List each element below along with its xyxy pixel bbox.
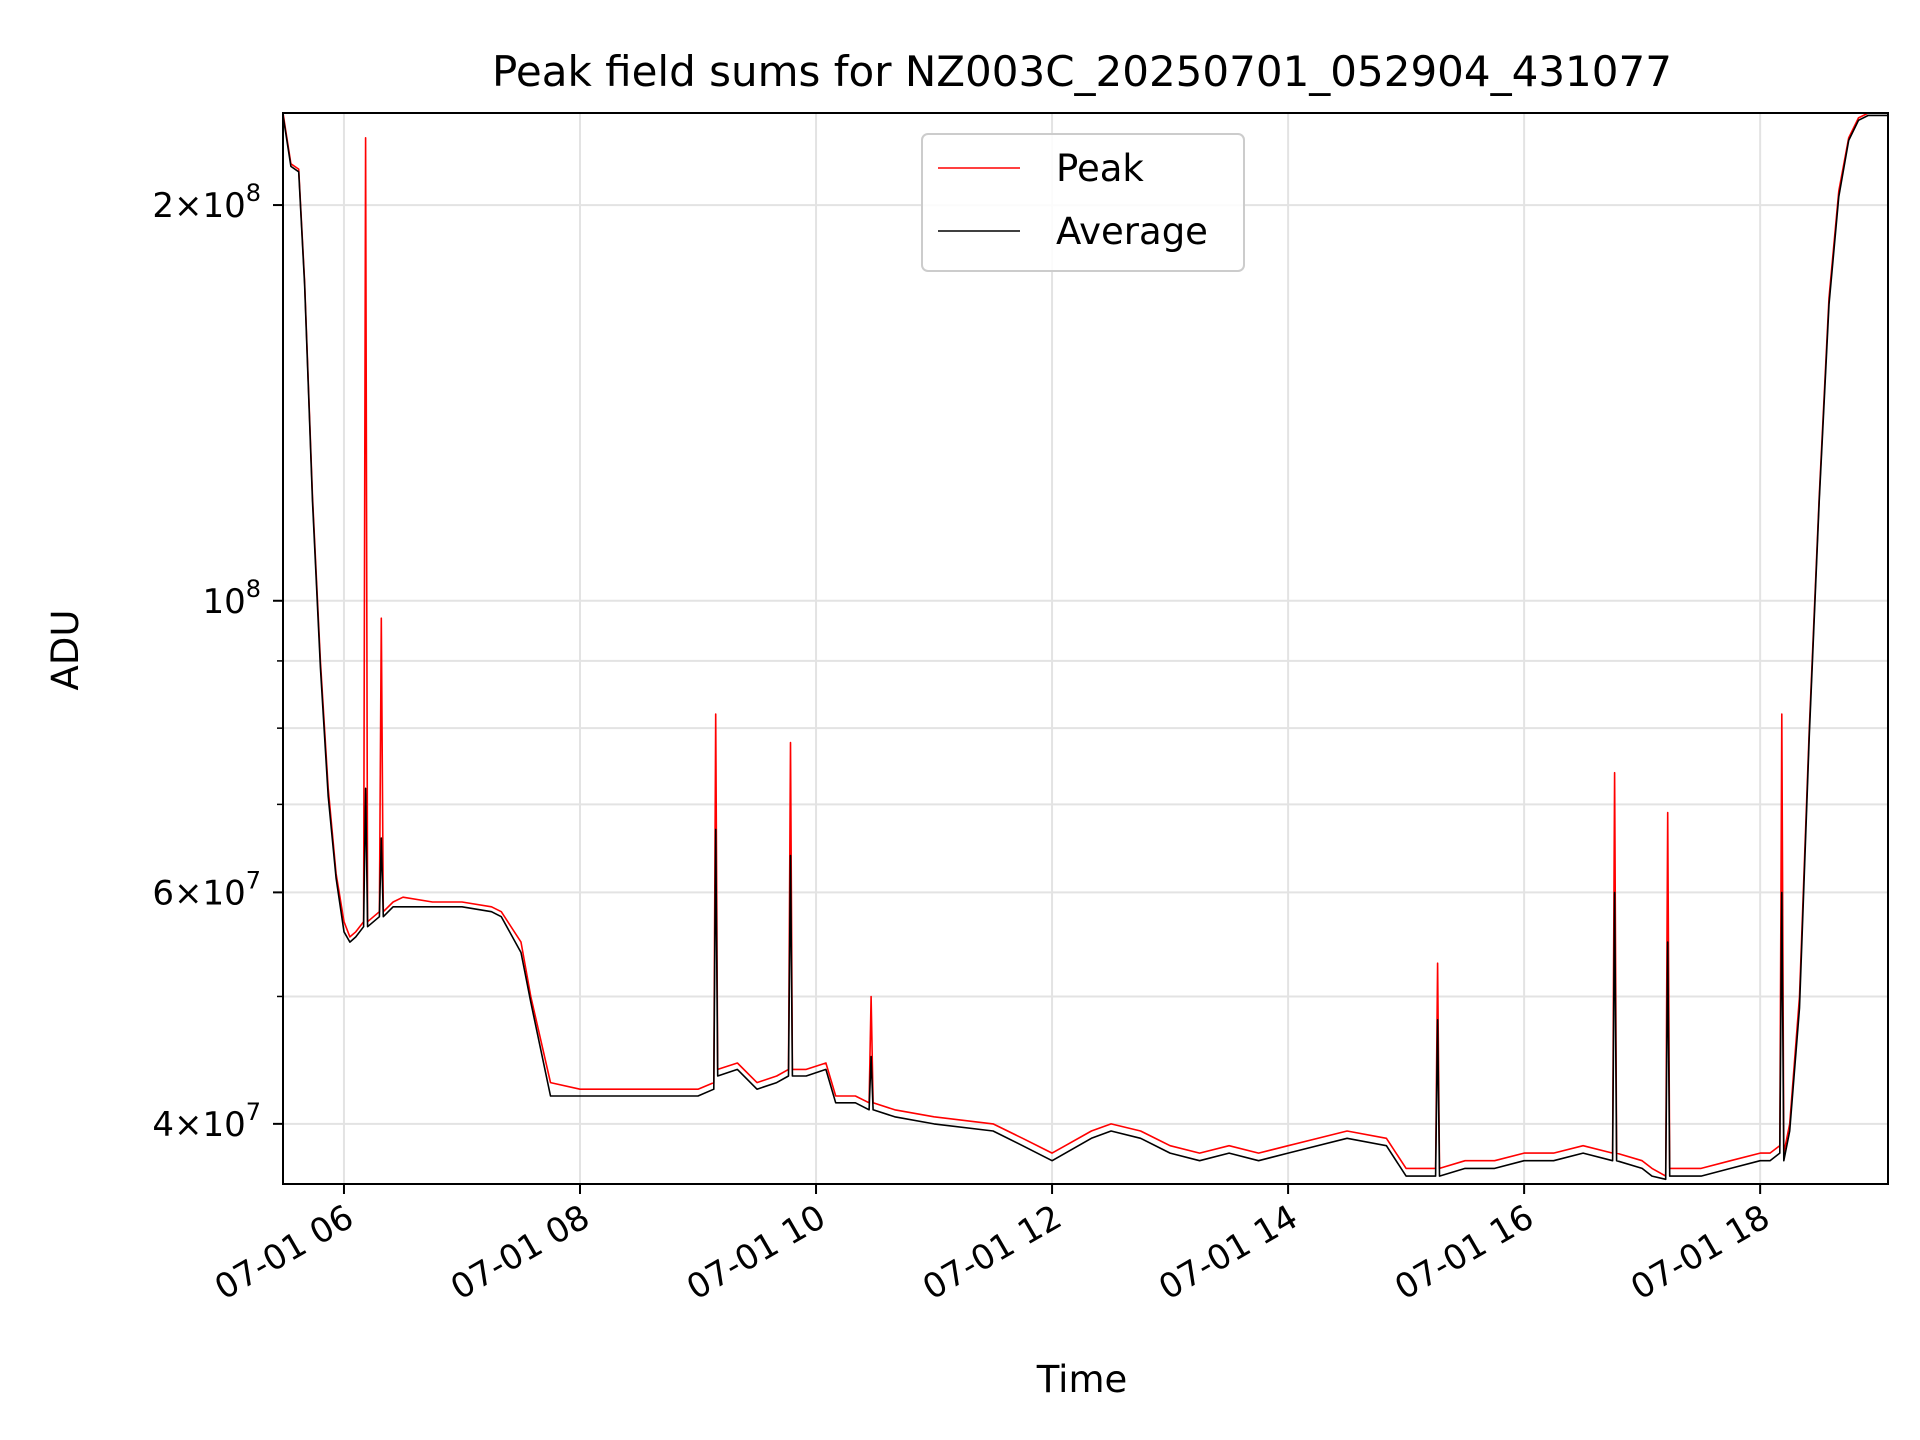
series-line-peak: [283, 113, 1888, 1177]
y-tick-label: 6×107: [152, 866, 261, 913]
series-line-average: [283, 114, 1888, 1181]
y-tick-label: 2×108: [152, 179, 261, 226]
plot-frame: [282, 112, 1889, 1185]
y-axis-label: ADU: [44, 610, 87, 691]
y-tick-label: 4×107: [152, 1098, 261, 1145]
chart-title: Peak field sums for NZ003C_20250701_0529…: [492, 47, 1672, 96]
x-axis-label: Time: [1036, 1358, 1128, 1401]
y-tick-label: 108: [202, 575, 261, 622]
legend-label-peak: Peak: [1056, 147, 1144, 190]
series-layer: [283, 113, 1888, 1181]
legend: Peak Average: [921, 133, 1245, 272]
legend-label-average: Average: [1056, 210, 1208, 253]
